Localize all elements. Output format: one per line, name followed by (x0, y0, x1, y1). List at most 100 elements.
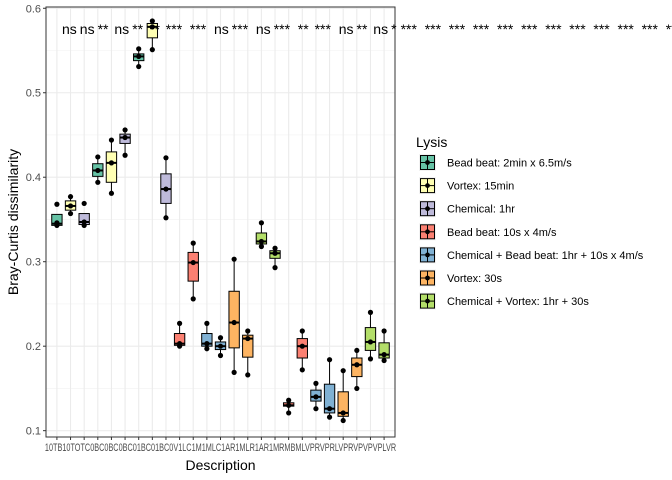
legend-label: Vortex: 30s (447, 273, 503, 285)
significance-label: *** (593, 21, 610, 37)
x-axis-title: Description (185, 457, 255, 473)
significance-label: ** (298, 21, 309, 37)
legend-label: Chemical: 1hr (447, 204, 515, 216)
legend-key-point (425, 160, 430, 165)
data-point (67, 210, 74, 217)
data-point (149, 47, 155, 53)
data-point (163, 215, 169, 221)
data-point (136, 46, 142, 52)
significance-label: ** (357, 21, 368, 37)
data-point (95, 154, 101, 160)
y-tick-label: 0.1 (26, 426, 41, 438)
data-point (95, 179, 101, 185)
data-point (381, 352, 387, 358)
legend-entry: Bead beat: 10s x 4m/s (419, 223, 557, 241)
box-body (337, 391, 349, 417)
legend-key-point (425, 183, 430, 189)
y-tick-label: 0.3 (26, 257, 41, 269)
data-point (258, 220, 264, 226)
box-22 (337, 370, 349, 421)
significance-label: ns (114, 21, 129, 37)
grid-layer (46, 7, 395, 437)
box-body (364, 327, 377, 351)
data-point (122, 152, 128, 158)
legend-label: Bead beat: 2min x 6.5m/s (447, 158, 572, 170)
significance-label: *** (166, 21, 183, 37)
data-point (108, 137, 115, 143)
significance-label: ns (373, 21, 388, 37)
data-point (299, 367, 305, 373)
data-point (340, 410, 346, 416)
x-tick-labels: 10TB10TOTC0BC0BC0BC01BC01BC0V1LC1M1MLC1A… (45, 442, 396, 454)
data-point (54, 220, 60, 226)
box-body (323, 383, 336, 414)
data-point (190, 259, 196, 266)
data-point (217, 352, 224, 359)
significance-label: ns (80, 21, 95, 37)
significance-label: ns (339, 21, 354, 37)
significance-label: *** (666, 21, 672, 37)
legend-label: Chemical + Bead beat: 1hr + 10s x 4m/s (447, 250, 644, 262)
data-point (299, 328, 305, 334)
significance-label: ns (62, 21, 77, 37)
data-point (122, 127, 128, 133)
significance-label: *** (401, 21, 418, 37)
data-point (354, 362, 360, 368)
significance-label: *** (642, 21, 659, 37)
legend-entry: Bead beat: 2min x 6.5m/s (419, 154, 572, 171)
data-point (354, 347, 360, 354)
y-tick-label: 0.4 (26, 172, 41, 184)
data-point (367, 309, 374, 315)
data-point (204, 320, 210, 326)
significance-label: *** (618, 21, 635, 37)
data-point (204, 341, 210, 347)
data-point (313, 406, 319, 412)
y-tick-label: 0.6 (26, 3, 41, 15)
data-point (136, 63, 142, 70)
box-body (228, 290, 240, 349)
legend: Lysis Bead beat: 2min x 6.5m/s Vortex: 15… (416, 134, 644, 310)
data-point (67, 203, 74, 209)
significance-label: ns (256, 21, 271, 37)
data-point (190, 296, 196, 302)
legend-key-point (425, 206, 430, 212)
data-point (272, 245, 278, 251)
data-point (326, 357, 333, 363)
significance-label: ns (214, 21, 229, 37)
data-point (326, 414, 333, 420)
significance-label: * (391, 21, 397, 37)
legend-key-point (425, 275, 430, 281)
significance-label: *** (569, 21, 586, 37)
legend-title: Lysis (416, 134, 447, 150)
data-point (204, 346, 210, 352)
legend-entry: Chemical: 1hr (419, 200, 515, 218)
data-point (149, 24, 155, 30)
legend-label: Vortex: 15min (447, 181, 514, 193)
data-point (272, 265, 278, 271)
data-point (177, 320, 183, 326)
legend-entry: Chemical + Vortex: 1hr + 30s (419, 292, 589, 310)
data-point (381, 328, 387, 334)
data-point (136, 53, 142, 60)
data-point (81, 200, 87, 207)
legend-entry: Vortex: 15min (419, 177, 514, 195)
data-point (163, 155, 169, 161)
data-point (340, 417, 346, 424)
legend-key-point (425, 229, 430, 235)
legend-key-point (425, 252, 430, 258)
data-point (326, 406, 333, 412)
data-point (217, 335, 224, 341)
data-point (286, 410, 292, 416)
data-point (258, 243, 264, 250)
data-point (231, 319, 237, 326)
data-point (95, 167, 101, 174)
data-point (313, 394, 319, 400)
data-point (149, 18, 155, 24)
legend-label: Bead beat: 10s x 4m/s (447, 227, 557, 239)
data-point (381, 357, 387, 364)
box-15 (242, 330, 254, 375)
box-body (187, 251, 199, 282)
data-point (299, 343, 305, 349)
legend-key-point (425, 298, 430, 304)
data-point (340, 368, 346, 374)
